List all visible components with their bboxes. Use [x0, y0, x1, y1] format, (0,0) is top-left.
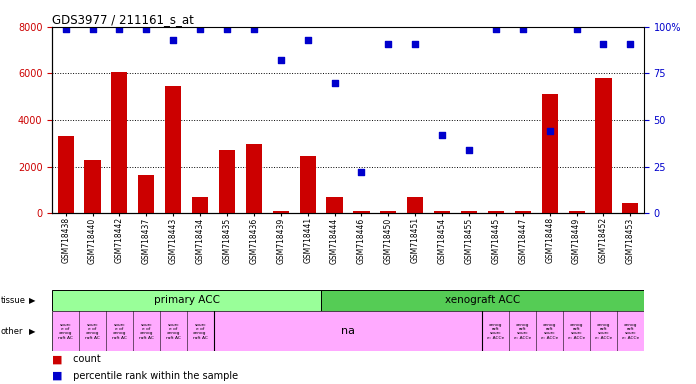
Bar	[52, 290, 321, 311]
Bar	[246, 144, 262, 213]
Text: xenog
raft
sourc
e: ACCe: xenog raft sourc e: ACCe	[568, 323, 585, 340]
Point	[194, 26, 205, 32]
Point	[544, 128, 555, 134]
Text: other: other	[1, 327, 23, 336]
Point	[329, 79, 340, 86]
Bar	[515, 211, 531, 213]
Point	[410, 41, 421, 47]
Point	[517, 26, 528, 32]
Text: sourc
e of
xenog
raft AC: sourc e of xenog raft AC	[166, 323, 181, 340]
Bar	[354, 211, 370, 213]
Bar	[139, 175, 155, 213]
Point	[571, 26, 582, 32]
Bar	[299, 156, 316, 213]
Bar	[595, 78, 612, 213]
Text: xenog
raft
sourc
e: ACCe: xenog raft sourc e: ACCe	[541, 323, 558, 340]
Text: ▶: ▶	[29, 327, 35, 336]
Point	[60, 26, 71, 32]
Text: tissue: tissue	[1, 296, 26, 305]
Point	[248, 26, 260, 32]
Bar	[192, 197, 208, 213]
Text: sourc
e of
xenog
raft AC: sourc e of xenog raft AC	[193, 323, 207, 340]
Point	[87, 26, 98, 32]
Text: xenog
raft
sourc
e: ACCe: xenog raft sourc e: ACCe	[487, 323, 505, 340]
Bar	[273, 211, 289, 213]
Point	[436, 132, 448, 138]
Point	[114, 26, 125, 32]
Text: percentile rank within the sample: percentile rank within the sample	[70, 371, 238, 381]
Bar	[321, 290, 644, 311]
Text: ■: ■	[52, 354, 63, 364]
Bar	[461, 211, 477, 213]
Bar	[165, 86, 181, 213]
Text: xenog
raft
sourc
e: ACCe: xenog raft sourc e: ACCe	[595, 323, 612, 340]
Point	[302, 37, 313, 43]
Point	[625, 41, 636, 47]
Text: ■: ■	[52, 371, 63, 381]
Point	[383, 41, 394, 47]
Bar	[84, 160, 101, 213]
Bar	[569, 211, 585, 213]
Point	[221, 26, 232, 32]
Text: GDS3977 / 211161_s_at: GDS3977 / 211161_s_at	[52, 13, 194, 26]
Bar	[58, 136, 74, 213]
Point	[275, 57, 286, 63]
Point	[141, 26, 152, 32]
Point	[356, 169, 367, 175]
Text: sourc
e of
xenog
raft AC: sourc e of xenog raft AC	[139, 323, 154, 340]
Text: primary ACC: primary ACC	[154, 295, 220, 306]
Text: sourc
e of
xenog
raft AC: sourc e of xenog raft AC	[85, 323, 100, 340]
Text: ▶: ▶	[29, 296, 35, 305]
Point	[598, 41, 609, 47]
Text: na: na	[341, 326, 355, 336]
Text: count: count	[70, 354, 100, 364]
Bar	[380, 211, 397, 213]
Text: xenog
raft
sourc
e: ACCe: xenog raft sourc e: ACCe	[514, 323, 532, 340]
Bar	[541, 94, 557, 213]
Bar	[219, 150, 235, 213]
Text: xenograft ACC: xenograft ACC	[445, 295, 520, 306]
Point	[464, 147, 475, 153]
Bar	[407, 197, 423, 213]
Bar	[488, 211, 504, 213]
Text: sourc
e of
xenog
raft AC: sourc e of xenog raft AC	[58, 323, 73, 340]
Text: sourc
e of
xenog
raft AC: sourc e of xenog raft AC	[112, 323, 127, 340]
Bar	[622, 203, 638, 213]
Point	[490, 26, 501, 32]
Bar	[111, 72, 127, 213]
Bar	[434, 211, 450, 213]
Point	[168, 37, 179, 43]
Text: xenog
raft
sourc
e: ACCe: xenog raft sourc e: ACCe	[622, 323, 639, 340]
Bar	[326, 197, 342, 213]
